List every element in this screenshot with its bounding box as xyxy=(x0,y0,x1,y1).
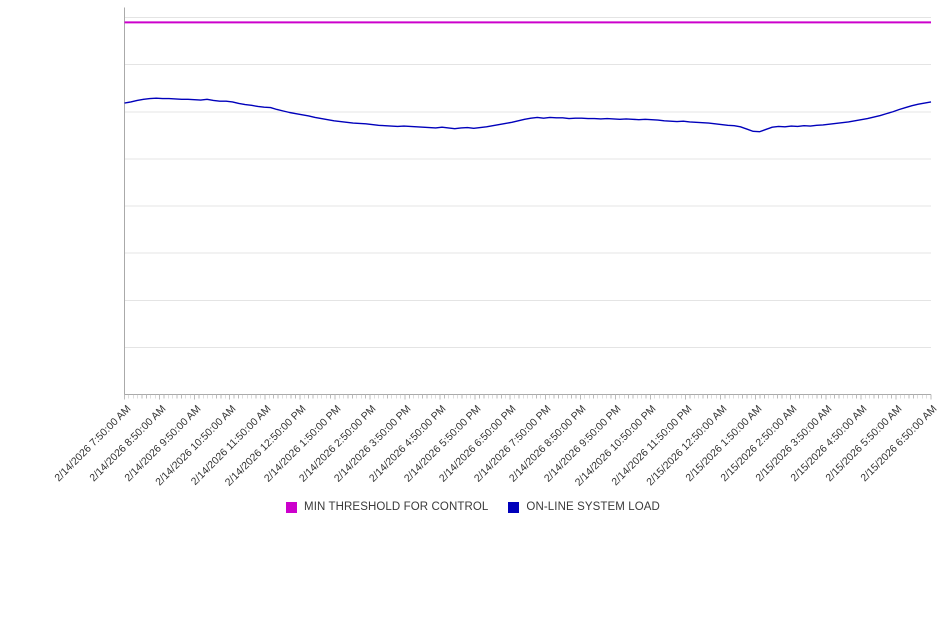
chart-legend: MIN THRESHOLD FOR CONTROL ON-LINE SYSTEM… xyxy=(0,497,946,517)
legend-swatch-blue xyxy=(508,502,519,513)
legend-item-min-threshold-for-control[interactable]: MIN THRESHOLD FOR CONTROL xyxy=(286,501,488,513)
x-axis-ticks xyxy=(125,395,932,400)
data-series-layer xyxy=(125,22,932,131)
legend-item-on-line-system-load[interactable]: ON-LINE SYSTEM LOAD xyxy=(508,501,660,513)
legend-label-min-threshold-for-control: MIN THRESHOLD FOR CONTROL xyxy=(304,501,488,513)
axis-lines xyxy=(125,8,932,395)
gridlines xyxy=(125,18,932,395)
legend-swatch-magenta xyxy=(286,502,297,513)
legend-label-on-line-system-load: ON-LINE SYSTEM LOAD xyxy=(526,501,660,513)
series-line-on-line-system-load xyxy=(125,98,932,132)
